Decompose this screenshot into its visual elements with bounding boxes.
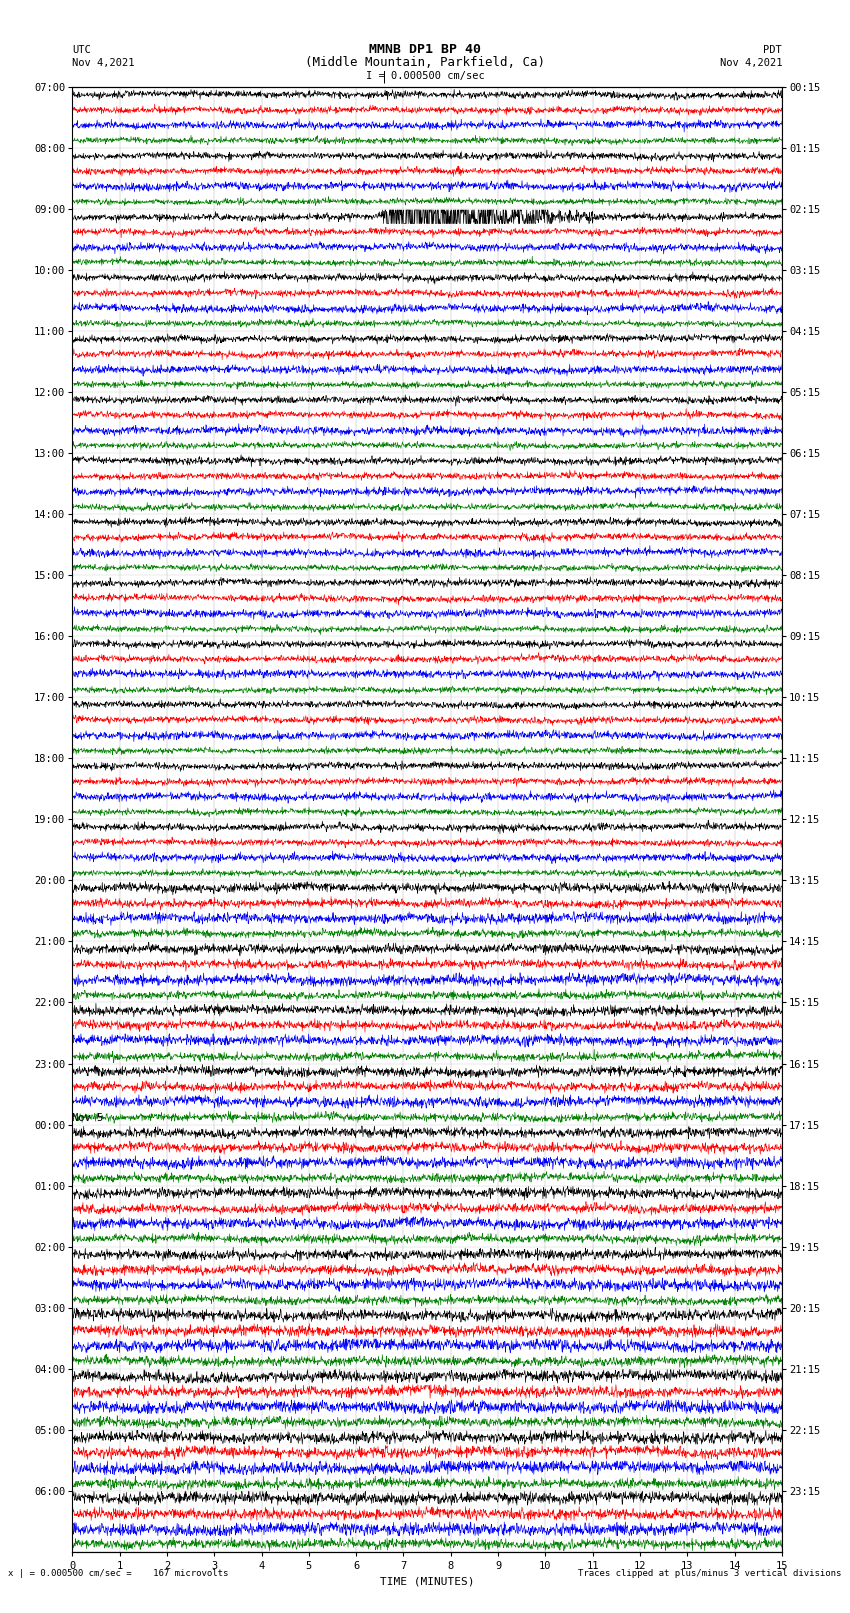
X-axis label: TIME (MINUTES): TIME (MINUTES)	[380, 1576, 474, 1586]
Text: (Middle Mountain, Parkfield, Ca): (Middle Mountain, Parkfield, Ca)	[305, 56, 545, 69]
Text: PDT: PDT	[763, 45, 782, 55]
Text: |: |	[382, 71, 388, 84]
Text: MMNB DP1 BP 40: MMNB DP1 BP 40	[369, 44, 481, 56]
Text: Nov 5: Nov 5	[72, 1113, 104, 1123]
Text: Nov 4,2021: Nov 4,2021	[72, 58, 135, 68]
Text: I = 0.000500 cm/sec: I = 0.000500 cm/sec	[366, 71, 484, 81]
Text: UTC: UTC	[72, 45, 91, 55]
Text: Nov 4,2021: Nov 4,2021	[719, 58, 782, 68]
Text: Traces clipped at plus/minus 3 vertical divisions: Traces clipped at plus/minus 3 vertical …	[578, 1568, 842, 1578]
Text: x | = 0.000500 cm/sec =    167 microvolts: x | = 0.000500 cm/sec = 167 microvolts	[8, 1568, 229, 1578]
